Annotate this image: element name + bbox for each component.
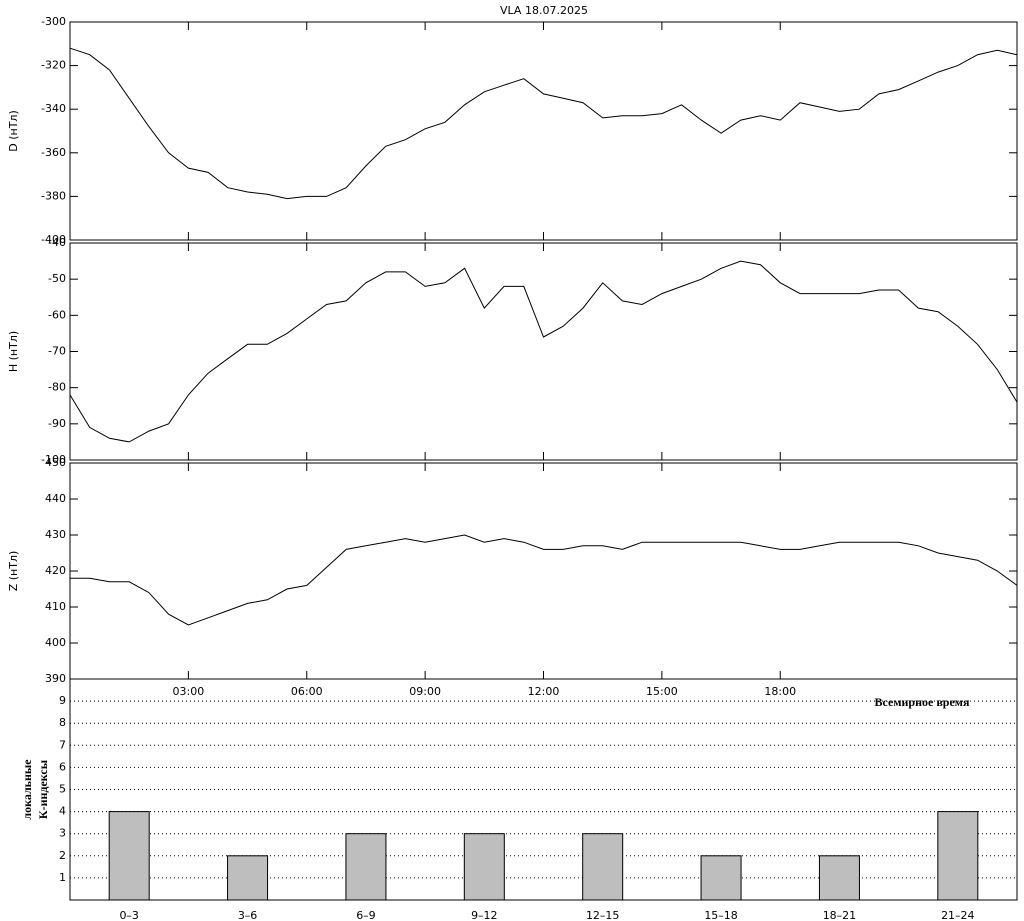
chart-title: VLA 18.07.2025 [500, 4, 588, 17]
y-tick-label: -360 [41, 146, 66, 159]
y-tick-label: 6 [59, 760, 66, 773]
x-tick-label: 03:00 [173, 685, 205, 698]
y-tick-label: -300 [41, 15, 66, 28]
y-tick-label: 450 [45, 456, 66, 469]
y-tick-label: 7 [59, 738, 66, 751]
y-axis-label: D (нТл) [7, 110, 20, 152]
x-tick-label: 18:00 [764, 685, 796, 698]
x-tick-label: 15:00 [646, 685, 678, 698]
x-tick-label: 12:00 [528, 685, 560, 698]
data-line [69, 47, 1018, 200]
y-tick-label: -70 [48, 345, 66, 358]
x-axis-label: Всемирное время [875, 695, 970, 709]
data-line [70, 534, 1018, 626]
plot-frame [69, 462, 1018, 680]
x-tick-label: 9–12 [471, 909, 498, 921]
y-tick-label: 410 [45, 600, 66, 613]
x-tick-label: 06:00 [291, 685, 323, 698]
bar [345, 833, 387, 901]
x-tick-label: 21–24 [941, 909, 975, 921]
y-tick-label: 5 [59, 783, 66, 796]
y-tick-label: 9 [59, 694, 66, 707]
y-tick-label: -80 [48, 381, 66, 394]
y-axis-label: Z (нТл) [7, 551, 20, 592]
x-tick-label: 12–15 [586, 909, 620, 921]
x-tick-label: 3–6 [238, 909, 258, 921]
y-tick-label: -50 [48, 272, 66, 285]
y-axis-label: локальные [20, 759, 34, 820]
y-tick-label: 390 [45, 672, 66, 685]
y-tick-label: 400 [45, 636, 66, 649]
y-tick-label: 420 [45, 564, 66, 577]
y-tick-label: -400 [41, 233, 66, 246]
y-tick-label: 8 [59, 716, 66, 729]
y-axis-label: H (нТл) [7, 331, 20, 372]
x-tick-label: 18–21 [823, 909, 857, 921]
data-line [69, 260, 1018, 443]
bar [227, 855, 269, 901]
y-tick-label: -320 [41, 59, 66, 72]
y-tick-label: -380 [41, 189, 66, 202]
bar [463, 833, 505, 901]
y-tick-label: -340 [41, 102, 66, 115]
y-tick-label: 2 [59, 849, 66, 862]
y-axis-label: К-индексы [36, 759, 50, 819]
y-tick-label: -40 [48, 236, 66, 249]
bar [582, 833, 624, 901]
y-tick-label: 440 [45, 492, 66, 505]
bar [700, 855, 742, 901]
bar [937, 811, 979, 901]
x-tick-label: 15–18 [704, 909, 738, 921]
y-tick-label: 1 [59, 871, 66, 884]
x-tick-label: 6–9 [356, 909, 376, 921]
y-tick-label: 4 [59, 805, 66, 818]
x-tick-label: 09:00 [409, 685, 441, 698]
plot-frame [69, 21, 1018, 241]
y-tick-label: 3 [59, 827, 66, 840]
bar [818, 855, 860, 901]
y-tick-label: -100 [41, 453, 66, 466]
y-tick-label: 430 [45, 528, 66, 541]
y-tick-label: -90 [48, 417, 66, 430]
plot-frame [69, 242, 1018, 461]
x-tick-label: 0–3 [119, 909, 139, 921]
bar [108, 811, 150, 901]
y-tick-label: -60 [48, 308, 66, 321]
